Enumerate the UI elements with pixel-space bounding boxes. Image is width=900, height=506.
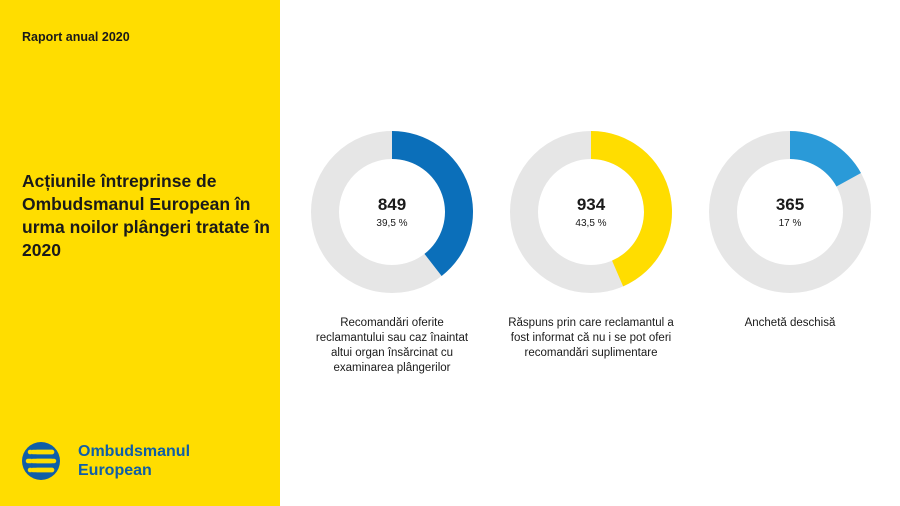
donut-value-1: 849 xyxy=(377,195,407,214)
donut-charts: 849 39,5 % Recomandări oferite reclamantul… xyxy=(280,0,900,506)
donut-percent-1: 39,5 % xyxy=(376,218,408,229)
report-label: Raport anual 2020 xyxy=(22,30,130,44)
donut-segment-3 xyxy=(790,131,861,187)
donut-chart-canvas xyxy=(311,131,871,293)
donut-segment-2 xyxy=(591,131,672,287)
logo-text-line2: European xyxy=(78,462,152,479)
donut-caption-1: Recomandări oferite reclamantului sau ca… xyxy=(315,317,469,374)
logo-text-line1: Ombudsmanul xyxy=(78,443,191,460)
donut-percent-3: 17 % xyxy=(778,218,802,229)
donut-caption-2: Răspuns prin care reclamantul a fost inf… xyxy=(508,317,674,359)
ombudsman-logo-icon xyxy=(22,442,60,480)
page-title: Acțiunile întreprinse de Ombudsmanul Eur… xyxy=(22,171,270,260)
donut-percent-2: 43,5 % xyxy=(575,218,607,229)
ombudsman-logo: Ombudsmanul European xyxy=(20,440,190,482)
sidebar: Raport anual 2020 Acțiunile întreprinse … xyxy=(0,0,280,506)
donut-caption-3: Anchetă deschisă xyxy=(744,317,836,329)
donut-segment-1 xyxy=(392,131,473,277)
donut-value-3: 365 xyxy=(775,195,805,214)
donut-value-2: 934 xyxy=(576,195,606,214)
logo-text: Ombudsmanul European xyxy=(78,442,190,480)
